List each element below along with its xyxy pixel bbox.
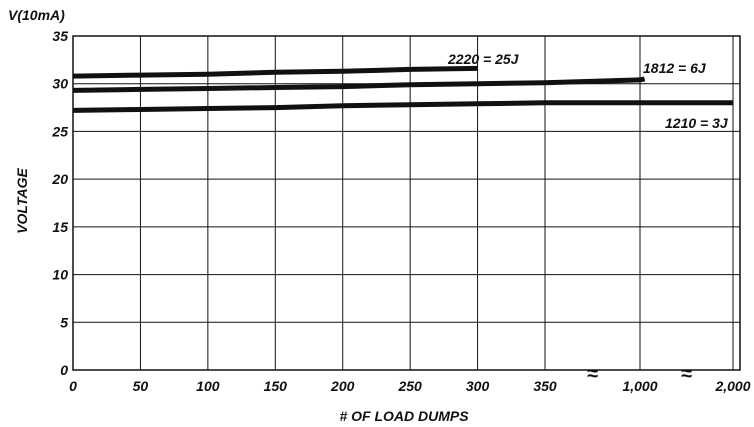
vertical-gridlines (139, 36, 734, 370)
y-tick-label: 15 (52, 219, 68, 235)
y-tick-label: 20 (51, 171, 68, 187)
y-units-label: V(10mA) (8, 7, 65, 23)
y-axis-title: VOLTAGE (14, 168, 30, 234)
x-tick-label: 50 (133, 378, 149, 394)
x-tick-labels: 0 50 100 150 200 250 300 350 1,000 2,000 (69, 378, 751, 394)
axis-break-icon: ≈ (681, 363, 692, 385)
x-tick-label: 300 (466, 378, 490, 394)
y-tick-label: 30 (52, 76, 68, 92)
y-tick-label: 25 (51, 123, 68, 139)
x-tick-label: 200 (330, 378, 355, 394)
y-tick-label: 35 (52, 28, 68, 44)
series-label: 1812 = 6J (643, 60, 707, 76)
x-axis-title: # OF LOAD DUMPS (339, 408, 469, 424)
x-tick-label: 2,000 (714, 378, 750, 394)
x-tick-label: 250 (397, 378, 422, 394)
x-tick-label: 350 (533, 378, 557, 394)
y-tick-labels: 0 5 10 15 20 25 30 35 (51, 28, 68, 378)
horizontal-gridlines (73, 35, 740, 371)
x-tick-label: 1,000 (622, 378, 657, 394)
series-line (72, 76, 646, 93)
series-label: 2220 = 25J (447, 51, 520, 67)
series-line (72, 65, 478, 79)
series-labels: 2220 = 25J 1812 = 6J 1210 = 3J (447, 51, 729, 131)
axis-break-icon: ≈ (587, 363, 598, 385)
y-tick-label: 0 (60, 362, 68, 378)
axis-break-marks: ≈ ≈ (587, 363, 692, 385)
y-tick-label: 10 (52, 267, 68, 283)
y-tick-label: 5 (60, 314, 68, 330)
series-lines (72, 65, 733, 113)
x-tick-label: 0 (69, 378, 77, 394)
x-tick-label: 150 (264, 378, 288, 394)
x-tick-label: 100 (196, 378, 220, 394)
series-label: 1210 = 3J (665, 115, 729, 131)
series-line (72, 100, 733, 113)
